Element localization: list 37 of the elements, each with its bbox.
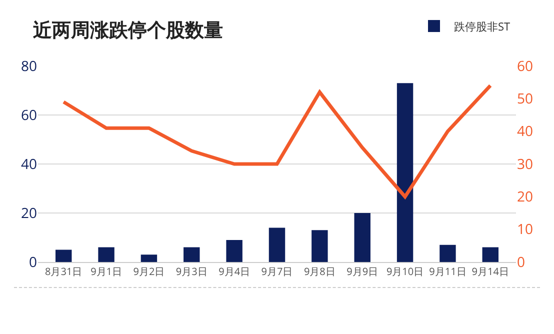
x-tick-label: 9月14日 [472,264,509,278]
x-tick-label: 9月1日 [90,264,122,278]
y2-tick-label: 40 [517,122,534,142]
y2-tick-label: 50 [517,90,534,109]
x-tick-label: 9月3日 [176,264,208,278]
chart-title: 近两周涨跌停个股数量 [32,20,224,42]
x-tick-label: 8月31日 [45,264,82,278]
bar [440,244,456,262]
y2-tick-label: 60 [517,56,534,76]
x-tick-label: 9月4日 [218,264,250,278]
legend-label: 跌停股非ST [454,19,510,34]
x-tick-label: 9月10日 [386,264,424,278]
y-tick-label: 60 [20,106,37,125]
y-tick-label: 0 [28,252,37,272]
bar [482,247,498,262]
bar [226,240,242,262]
bar [184,247,200,262]
x-tick-label: 9月7日 [261,264,293,278]
bar [56,250,72,262]
line-series [62,84,492,198]
y2-tick-label: 10 [517,220,534,240]
y-tick-label: 40 [20,154,37,174]
bar [396,83,414,262]
bar [354,213,370,262]
x-tick-label: 9月8日 [304,264,336,278]
bar [98,247,114,262]
x-tick-label: 9月9日 [346,264,378,278]
y2-tick-label: 0 [517,252,526,272]
bar [312,230,328,262]
x-tick-label: 9月2日 [133,264,165,278]
bar [268,228,286,262]
y2-tick-label: 30 [517,154,534,174]
y-tick-label: 80 [20,56,37,76]
y-tick-label: 20 [20,204,37,223]
bar [140,254,158,262]
x-tick-label: 9月11日 [429,264,466,278]
y2-tick-label: 20 [517,188,534,207]
